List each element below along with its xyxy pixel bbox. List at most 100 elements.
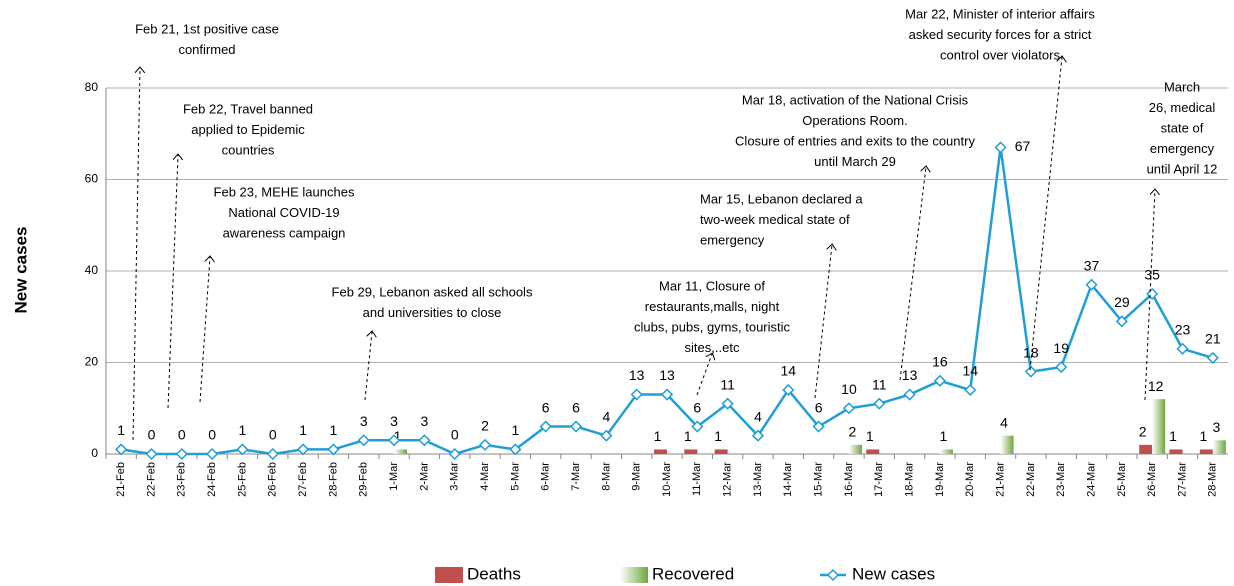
marker	[1024, 365, 1037, 378]
annotation: confirmed	[178, 42, 235, 57]
annotation: emergency	[700, 232, 765, 247]
marker	[145, 447, 158, 461]
annotation: Mar 18, activation of the National Crisi…	[742, 92, 969, 107]
x-tick-label: 29-Feb	[358, 462, 370, 497]
marker	[630, 388, 643, 401]
marker	[1085, 278, 1098, 291]
x-tick-label: 21-Feb	[115, 462, 127, 497]
data-label: 1	[866, 428, 874, 444]
data-label: 21	[1205, 331, 1221, 347]
x-tick-label: 13-Mar	[752, 462, 764, 497]
x-tick-label: 28-Mar	[1207, 462, 1219, 497]
x-tick-label: 8-Mar	[600, 462, 612, 491]
data-label: 6	[572, 399, 580, 415]
data-label: 1	[654, 428, 662, 444]
annotation: Feb 29, Lebanon asked all schools	[332, 284, 533, 299]
x-tick-label: 15-Mar	[813, 462, 825, 497]
x-tick-label: 18-Mar	[904, 462, 916, 497]
y-tick-label: 0	[91, 446, 98, 460]
marker	[478, 438, 492, 451]
marker	[266, 447, 279, 461]
x-tick-label: 27-Feb	[297, 462, 309, 497]
data-label: 1	[330, 422, 338, 438]
data-label: 10	[841, 381, 857, 397]
y-axis-label: New cases	[11, 227, 30, 314]
data-label: 3	[1212, 419, 1220, 435]
data-label: 1	[1169, 428, 1177, 444]
marker	[782, 383, 795, 397]
x-tick-label: 7-Mar	[570, 462, 582, 491]
legend-label: Recovered	[652, 564, 734, 583]
data-label: 1	[117, 422, 125, 438]
x-tick-label: 3-Mar	[449, 462, 461, 491]
data-label: 2	[481, 418, 489, 434]
bar	[866, 449, 880, 454]
annotation: clubs, pubs, gyms, touristic	[634, 319, 791, 334]
bar	[1212, 440, 1226, 454]
data-label: 13	[659, 367, 675, 383]
marker	[600, 429, 613, 442]
annotation: Feb 22, Travel banned	[183, 101, 313, 116]
marker	[660, 388, 674, 401]
x-tick-label: 24-Mar	[1085, 462, 1097, 497]
x-tick-label: 9-Mar	[631, 462, 643, 491]
annotation: Mar 11, Closure of	[659, 278, 765, 293]
bar	[684, 449, 698, 454]
data-label: 6	[815, 399, 823, 415]
y-tick-label: 20	[85, 355, 99, 369]
x-tick-label: 25-Mar	[1116, 462, 1128, 497]
annotation: Feb 21, 1st positive case	[135, 21, 279, 36]
annotation: restaurants,malls, night	[645, 299, 780, 314]
x-tick-label: 20-Mar	[964, 462, 976, 497]
annotation: until March 29	[814, 154, 896, 169]
marker	[751, 429, 765, 442]
x-tick-label: 25-Feb	[236, 462, 248, 497]
data-label: 18	[1023, 344, 1039, 360]
annotation-arrow	[167, 155, 178, 409]
x-tick-label: 4-Mar	[479, 462, 491, 491]
data-label: 4	[1000, 414, 1008, 430]
marker	[1115, 315, 1128, 328]
x-tick-label: 6-Mar	[540, 462, 552, 491]
data-label: 13	[902, 367, 918, 383]
marker	[1176, 342, 1189, 355]
marker	[115, 443, 128, 456]
bar	[1000, 435, 1014, 454]
marker	[903, 388, 916, 401]
x-tick-label: 19-Mar	[934, 462, 946, 497]
bar	[394, 449, 408, 454]
x-tick-label: 27-Mar	[1176, 462, 1188, 497]
x-tick-label: 22-Feb	[145, 462, 157, 497]
annotation: two-week medical state of	[700, 212, 850, 227]
data-label: 6	[542, 399, 550, 415]
data-label: 3	[360, 413, 368, 429]
legend-label: Deaths	[467, 564, 521, 583]
marker	[509, 443, 522, 456]
marker	[418, 434, 431, 447]
data-label: 2	[849, 424, 857, 440]
data-label: 0	[208, 427, 216, 443]
data-label: 19	[1053, 340, 1069, 356]
annotation: National COVID-19	[228, 205, 339, 220]
x-tick-label: 28-Feb	[327, 462, 339, 497]
y-tick-label: 80	[85, 80, 99, 94]
bar	[1139, 444, 1153, 454]
marker	[569, 420, 583, 433]
x-tick-label: 10-Mar	[661, 462, 673, 497]
x-tick-label: 12-Mar	[722, 462, 734, 497]
data-label: 4	[754, 408, 762, 424]
data-label: 1	[714, 428, 722, 444]
data-label: 23	[1175, 321, 1191, 337]
annotation: March	[1164, 79, 1200, 94]
annotation-arrow	[199, 257, 210, 403]
annotation: Mar 22, Minister of interior affairs	[905, 6, 1095, 21]
annotation-arrow	[132, 68, 140, 441]
data-label: 3	[421, 413, 429, 429]
marker	[994, 141, 1007, 154]
annotation: Closure of entries and exits to the coun…	[735, 133, 975, 148]
y-tick-label: 60	[85, 172, 99, 186]
data-label: 1	[684, 428, 692, 444]
annotation: Feb 23, MEHE launches	[214, 184, 355, 199]
data-label: 1	[511, 422, 519, 438]
